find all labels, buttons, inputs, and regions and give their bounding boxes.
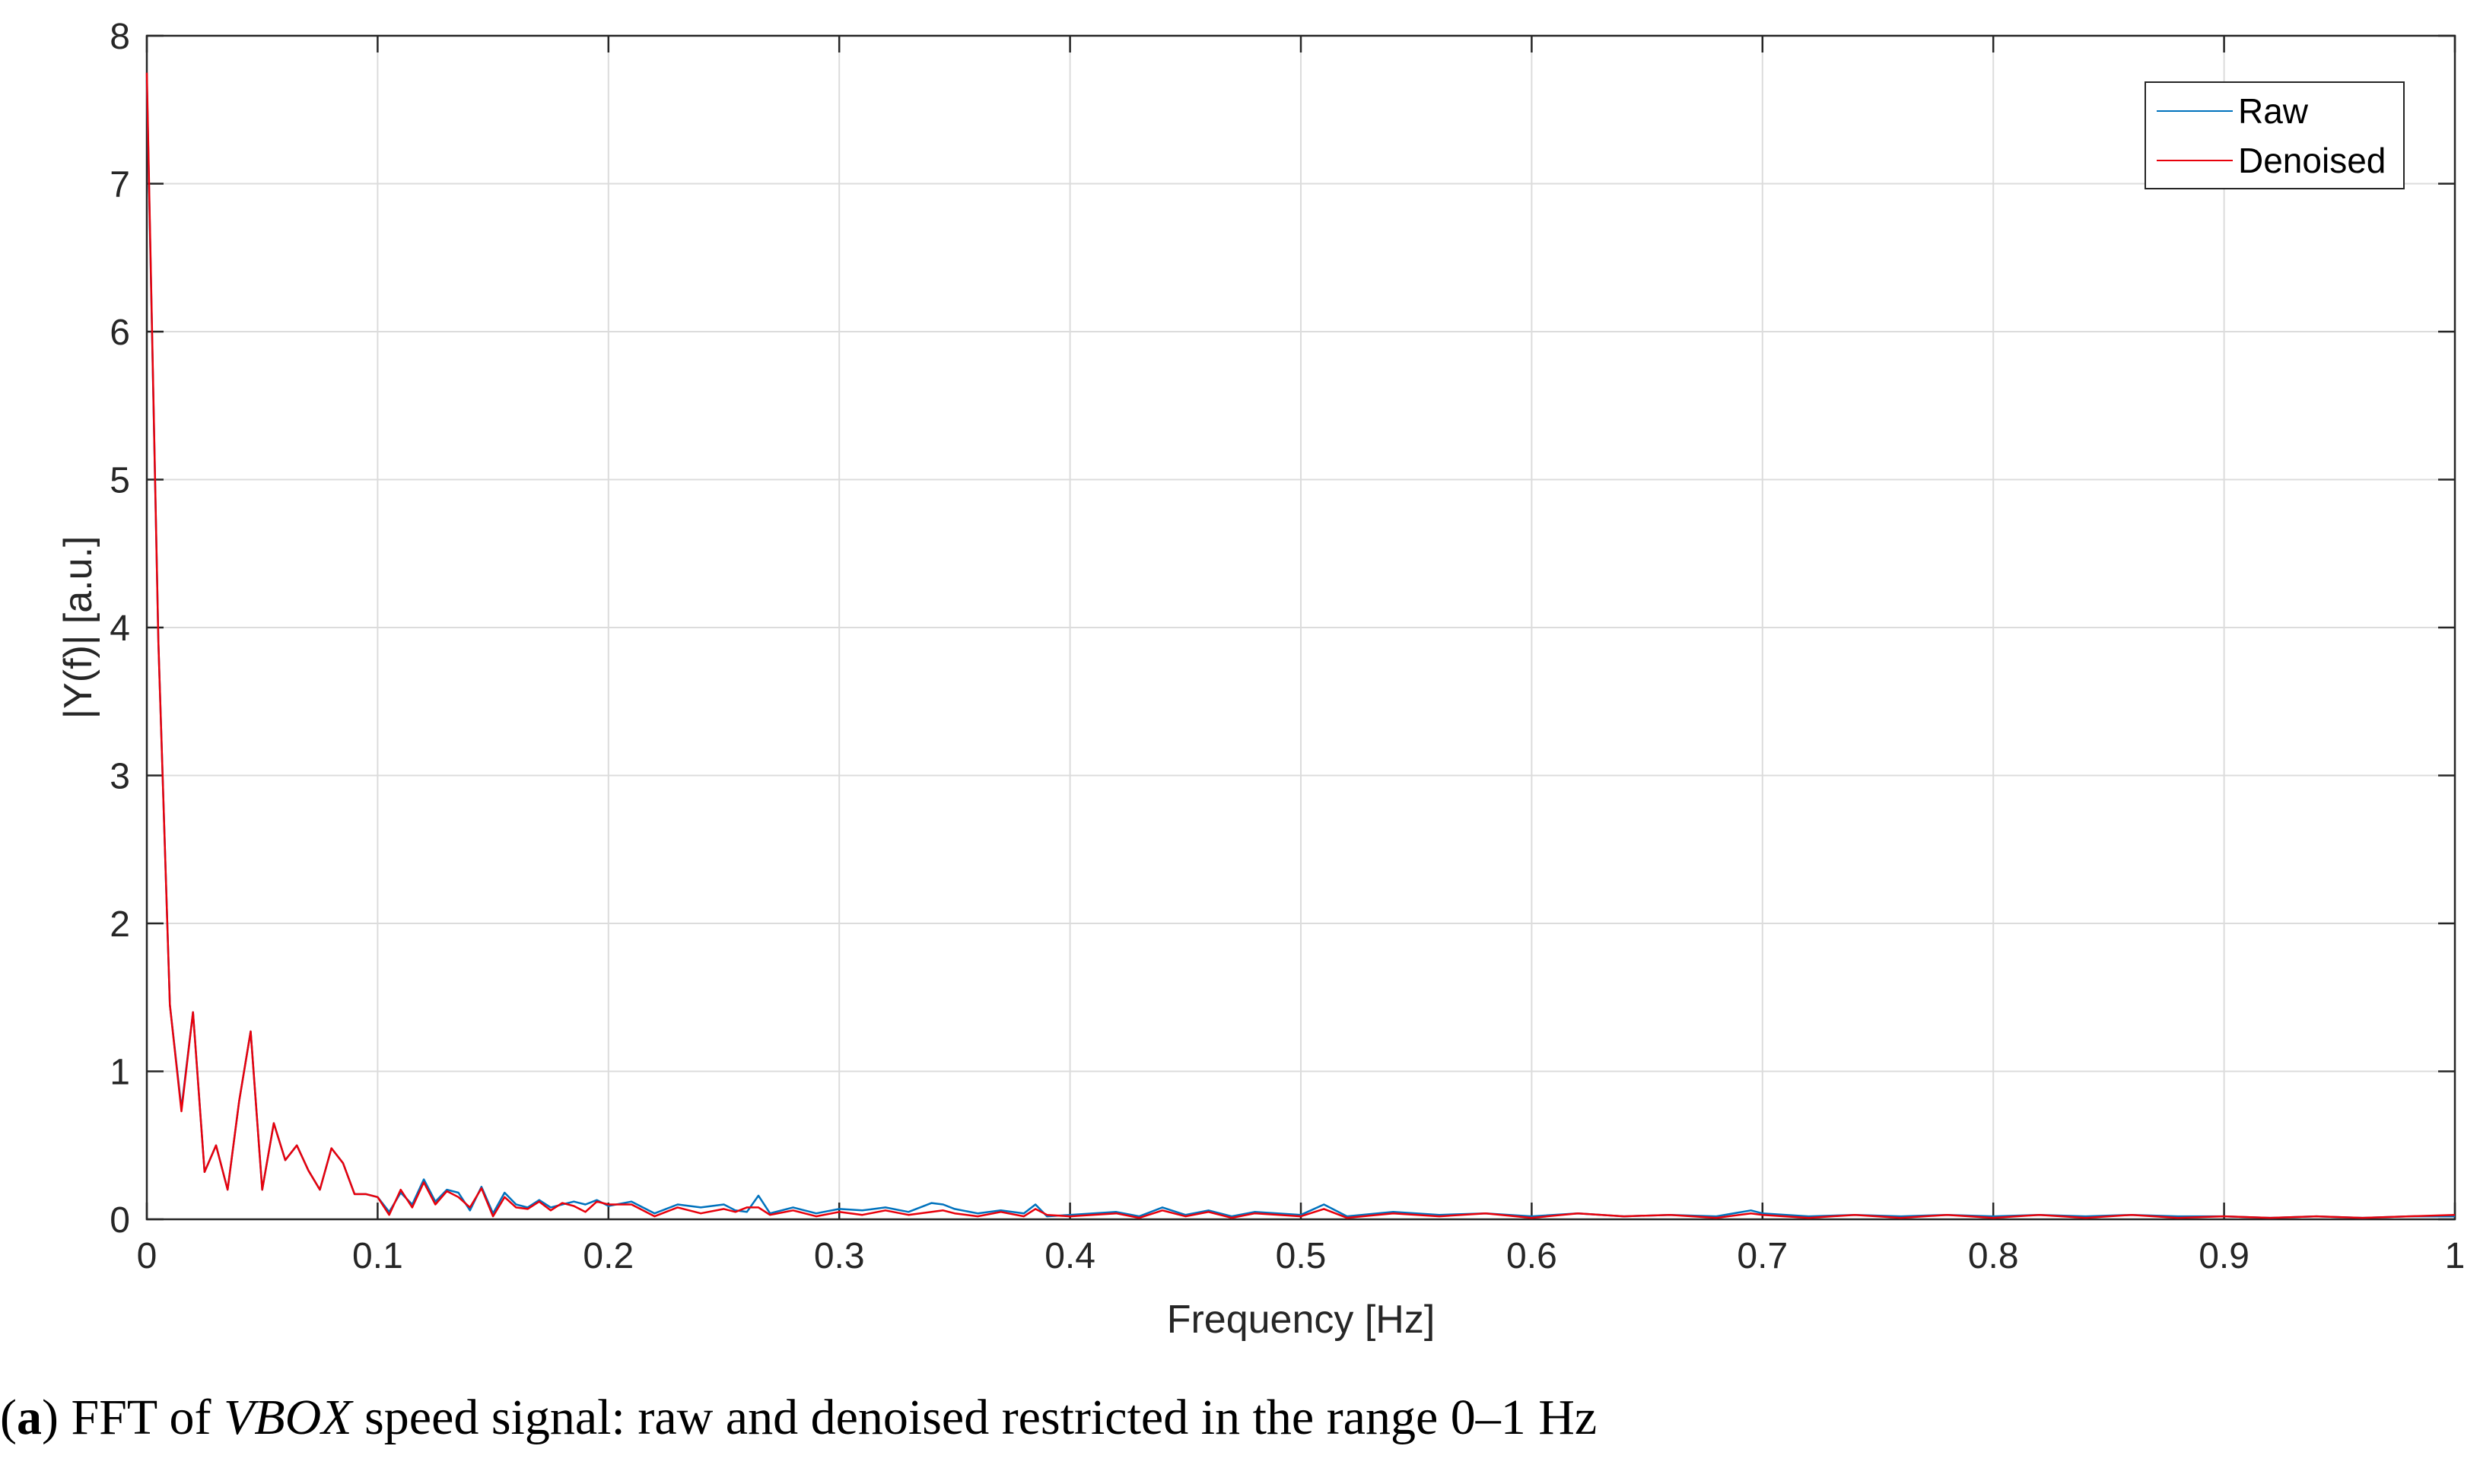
caption-open: ( [0, 1390, 17, 1445]
x-tick-label: 0.2 [583, 1236, 634, 1276]
grid [147, 36, 2455, 1219]
x-tick-label: 0.4 [1044, 1236, 1095, 1276]
y-tick-label: 8 [110, 17, 130, 57]
x-tick-label: 0 [137, 1236, 157, 1276]
x-tick-label: 1 [2445, 1236, 2466, 1276]
legend-box [2145, 81, 2405, 189]
x-tick-label: 0.1 [352, 1236, 403, 1276]
x-axis-label: Frequency [Hz] [1167, 1298, 1436, 1342]
y-tick-label: 0 [110, 1200, 130, 1241]
legend-raw-label: Raw [2238, 91, 2309, 131]
x-tick-label: 0.9 [2199, 1236, 2249, 1276]
x-tick-label: 0.8 [1968, 1236, 2019, 1276]
y-tick-label: 7 [110, 165, 130, 205]
y-tick-labels: 0 1 2 3 4 5 6 7 8 [110, 17, 130, 1241]
caption-italic: VBOX [223, 1390, 352, 1445]
x-tick-labels: 0 0.1 0.2 0.3 0.4 0.5 0.6 0.7 0.8 0.9 1 [137, 1236, 2466, 1276]
caption-letter: a [16, 1390, 42, 1445]
y-tick-label: 1 [110, 1053, 130, 1093]
x-tick-label: 0.3 [814, 1236, 865, 1276]
figure-caption: (a) FFT of VBOX speed signal: raw and de… [0, 1389, 2480, 1447]
series-layer [145, 72, 2456, 1219]
x-tick-label: 0.5 [1276, 1236, 1327, 1276]
y-tick-label: 2 [110, 904, 130, 945]
x-tick-label: 0.6 [1506, 1236, 1557, 1276]
x-tick-label: 0.7 [1737, 1236, 1788, 1276]
y-tick-label: 6 [110, 313, 130, 353]
y-tick-label: 4 [110, 609, 130, 649]
legend-denoised-label: Denoised [2238, 141, 2386, 180]
y-tick-label: 3 [110, 757, 130, 797]
series-line-denoised [145, 72, 2456, 1219]
legend: Raw Denoised [2145, 81, 2405, 189]
y-axis-label: |Y(f)| [a.u.] [56, 536, 100, 720]
caption-rest: speed signal: raw and denoised restricte… [351, 1390, 1598, 1445]
y-tick-label: 5 [110, 461, 130, 501]
caption-close: ) FFT of [41, 1390, 224, 1445]
axis-ticks [145, 34, 2456, 1221]
